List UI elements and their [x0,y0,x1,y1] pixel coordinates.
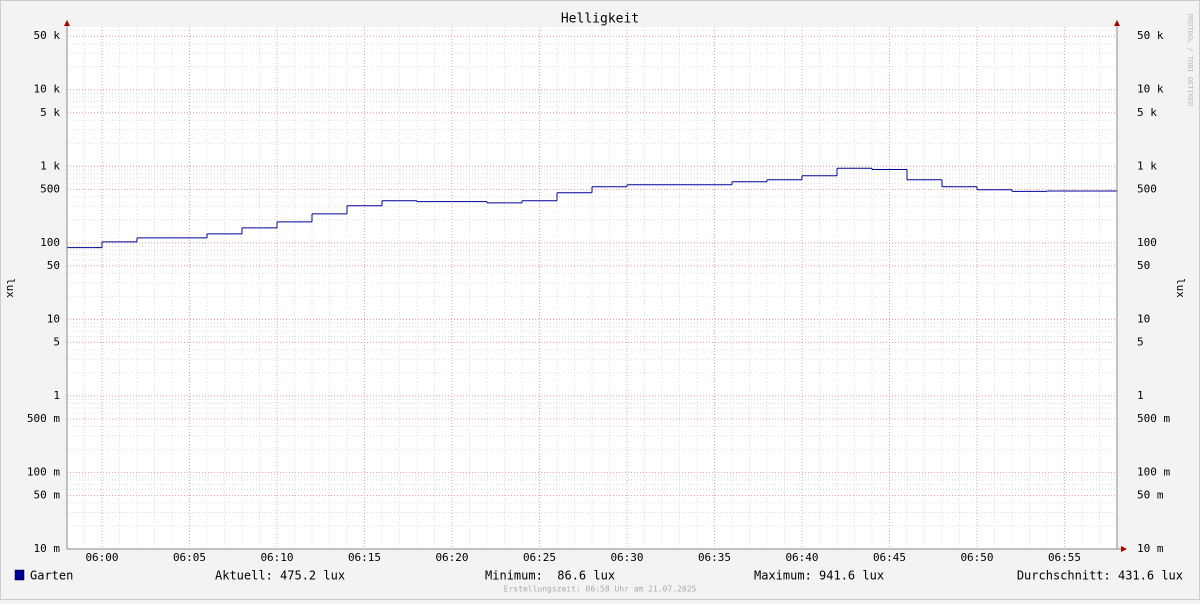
y-tick-label: 10 k [34,83,61,96]
x-tick-label: 06:50 [960,551,993,564]
y-tick-label-right: 10 m [1137,542,1164,555]
legend-stat: Maximum: 941.6 lux [754,569,884,583]
y-tick-label-right: 5 k [1137,106,1157,119]
y-tick-label: 100 [40,236,60,249]
legend-stat: Aktuell: 475.2 lux [215,569,345,583]
x-tick-label: 06:20 [435,551,468,564]
y-tick-label-right: 500 [1137,182,1157,195]
y-tick-label-right: 50 m [1137,488,1164,501]
x-tick-label: 06:45 [873,551,906,564]
x-tick-label: 06:30 [610,551,643,564]
y-tick-label: 5 k [40,106,60,119]
legend-stat: Durchschnitt: 431.6 lux [1017,569,1183,583]
y-tick-label: 50 [47,259,60,272]
x-tick-label: 06:00 [85,551,118,564]
axis-arrow [64,20,70,26]
x-tick-label: 06:10 [260,551,293,564]
y-tick-label: 500 [40,182,60,195]
y-tick-label-right: 100 [1137,236,1157,249]
y-tick-label-right: 100 m [1137,465,1170,478]
axis-arrow [1114,20,1120,26]
chart-title: Helligkeit [561,12,639,27]
y-tick-label: 10 [47,312,60,325]
x-tick-label: 06:55 [1048,551,1081,564]
y-tick-label-right: 50 [1137,259,1150,272]
y-tick-label-right: 1 [1137,389,1144,402]
footer: Erstellungszeit: 06:58 Uhr am 21.07.2025 [504,585,697,594]
y-tick-label: 10 m [34,542,61,555]
y-axis-label: lux [4,278,17,298]
axis-arrow [1121,546,1127,552]
x-tick-label: 06:35 [698,551,731,564]
y-axis-label-right: lux [1174,278,1187,298]
y-tick-label: 1 k [40,159,60,172]
y-tick-label-right: 5 [1137,335,1144,348]
y-tick-label: 1 [53,389,60,402]
y-tick-label-right: 10 [1137,312,1150,325]
x-tick-label: 06:40 [785,551,818,564]
y-tick-label: 50 m [34,488,61,501]
watermark: RRDTOOL / TOBI OETIKER [1186,14,1194,108]
x-tick-label: 06:05 [173,551,206,564]
x-tick-label: 06:25 [523,551,556,564]
y-tick-label: 500 m [27,412,60,425]
y-tick-label-right: 1 k [1137,159,1157,172]
y-tick-label-right: 10 k [1137,83,1164,96]
x-tick-label: 06:15 [348,551,381,564]
y-tick-label: 50 k [34,29,61,42]
y-tick-label-right: 500 m [1137,412,1170,425]
y-tick-label-right: 50 k [1137,29,1164,42]
y-tick-label: 5 [53,335,60,348]
legend-stat: Minimum: 86.6 lux [485,569,615,583]
y-tick-label: 100 m [27,465,60,478]
legend-swatch [14,569,25,581]
legend-label: Garten [30,569,73,583]
